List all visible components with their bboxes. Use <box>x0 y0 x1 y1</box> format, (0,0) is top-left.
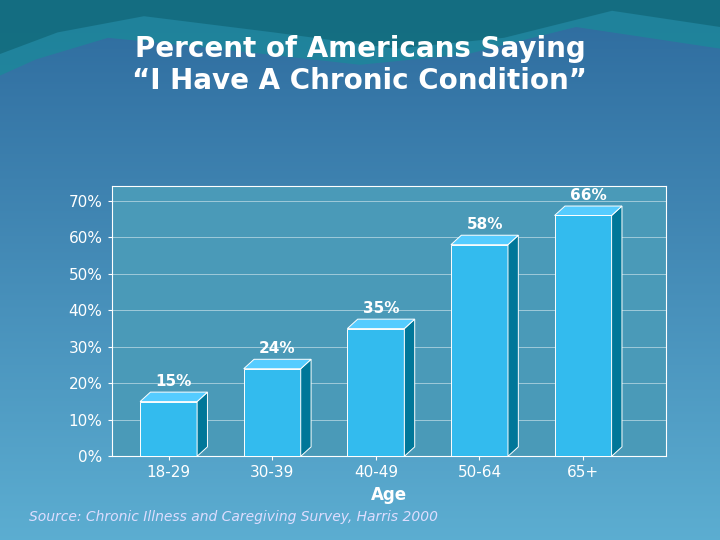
Text: Percent of Americans Saying
“I Have A Chronic Condition”: Percent of Americans Saying “I Have A Ch… <box>132 35 588 96</box>
Polygon shape <box>508 235 518 456</box>
Polygon shape <box>554 206 622 215</box>
X-axis label: Age: Age <box>371 486 407 504</box>
Polygon shape <box>405 319 415 456</box>
Polygon shape <box>140 392 207 402</box>
Text: 24%: 24% <box>259 341 296 356</box>
Polygon shape <box>611 206 622 456</box>
Polygon shape <box>197 392 207 456</box>
Polygon shape <box>0 0 720 76</box>
Text: Source: Chronic Illness and Caregiving Survey, Harris 2000: Source: Chronic Illness and Caregiving S… <box>29 510 438 524</box>
Bar <box>347 329 405 456</box>
Text: 58%: 58% <box>467 217 503 232</box>
Text: 66%: 66% <box>570 188 607 203</box>
Polygon shape <box>0 0 720 54</box>
Polygon shape <box>347 319 415 329</box>
Polygon shape <box>301 359 311 456</box>
Polygon shape <box>244 359 311 369</box>
Polygon shape <box>451 235 518 245</box>
Text: 15%: 15% <box>156 374 192 389</box>
Text: 35%: 35% <box>363 301 400 316</box>
Bar <box>244 369 301 456</box>
Bar <box>451 245 508 456</box>
Bar <box>554 215 611 456</box>
Bar <box>140 402 197 456</box>
